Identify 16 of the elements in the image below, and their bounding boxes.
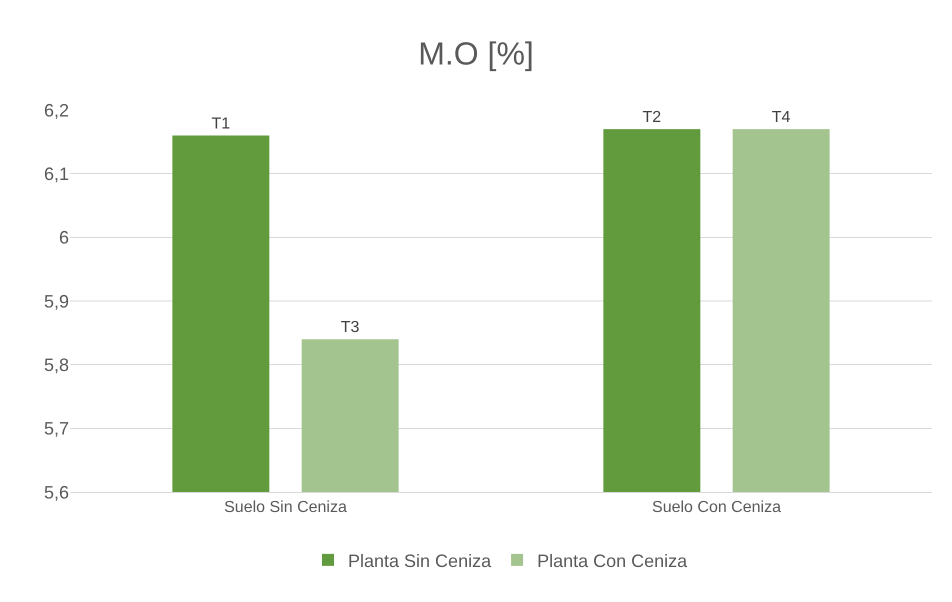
y-tick-label: 6 bbox=[58, 228, 69, 248]
y-tick-label: 5,8 bbox=[44, 354, 69, 375]
x-tick-label: Suelo Sin Ceniza bbox=[224, 499, 347, 516]
y-tick-label: 5,6 bbox=[44, 482, 69, 502]
y-tick-label: 5,9 bbox=[44, 291, 69, 312]
legend-label: Planta Con Ceniza bbox=[537, 550, 688, 571]
data-label: T2 bbox=[642, 109, 662, 126]
y-tick-label: 6,1 bbox=[44, 164, 69, 184]
x-tick-label: Suelo Con Ceniza bbox=[652, 499, 782, 516]
y-tick-label: 5,7 bbox=[44, 418, 69, 439]
y-tick-label: 6,2 bbox=[44, 100, 69, 120]
legend-label: Planta Sin Ceniza bbox=[348, 550, 492, 571]
data-label: T1 bbox=[211, 115, 230, 132]
data-label: T3 bbox=[340, 319, 360, 336]
chart-title: M.O [%] bbox=[418, 36, 534, 72]
data-label: T4 bbox=[772, 109, 791, 126]
